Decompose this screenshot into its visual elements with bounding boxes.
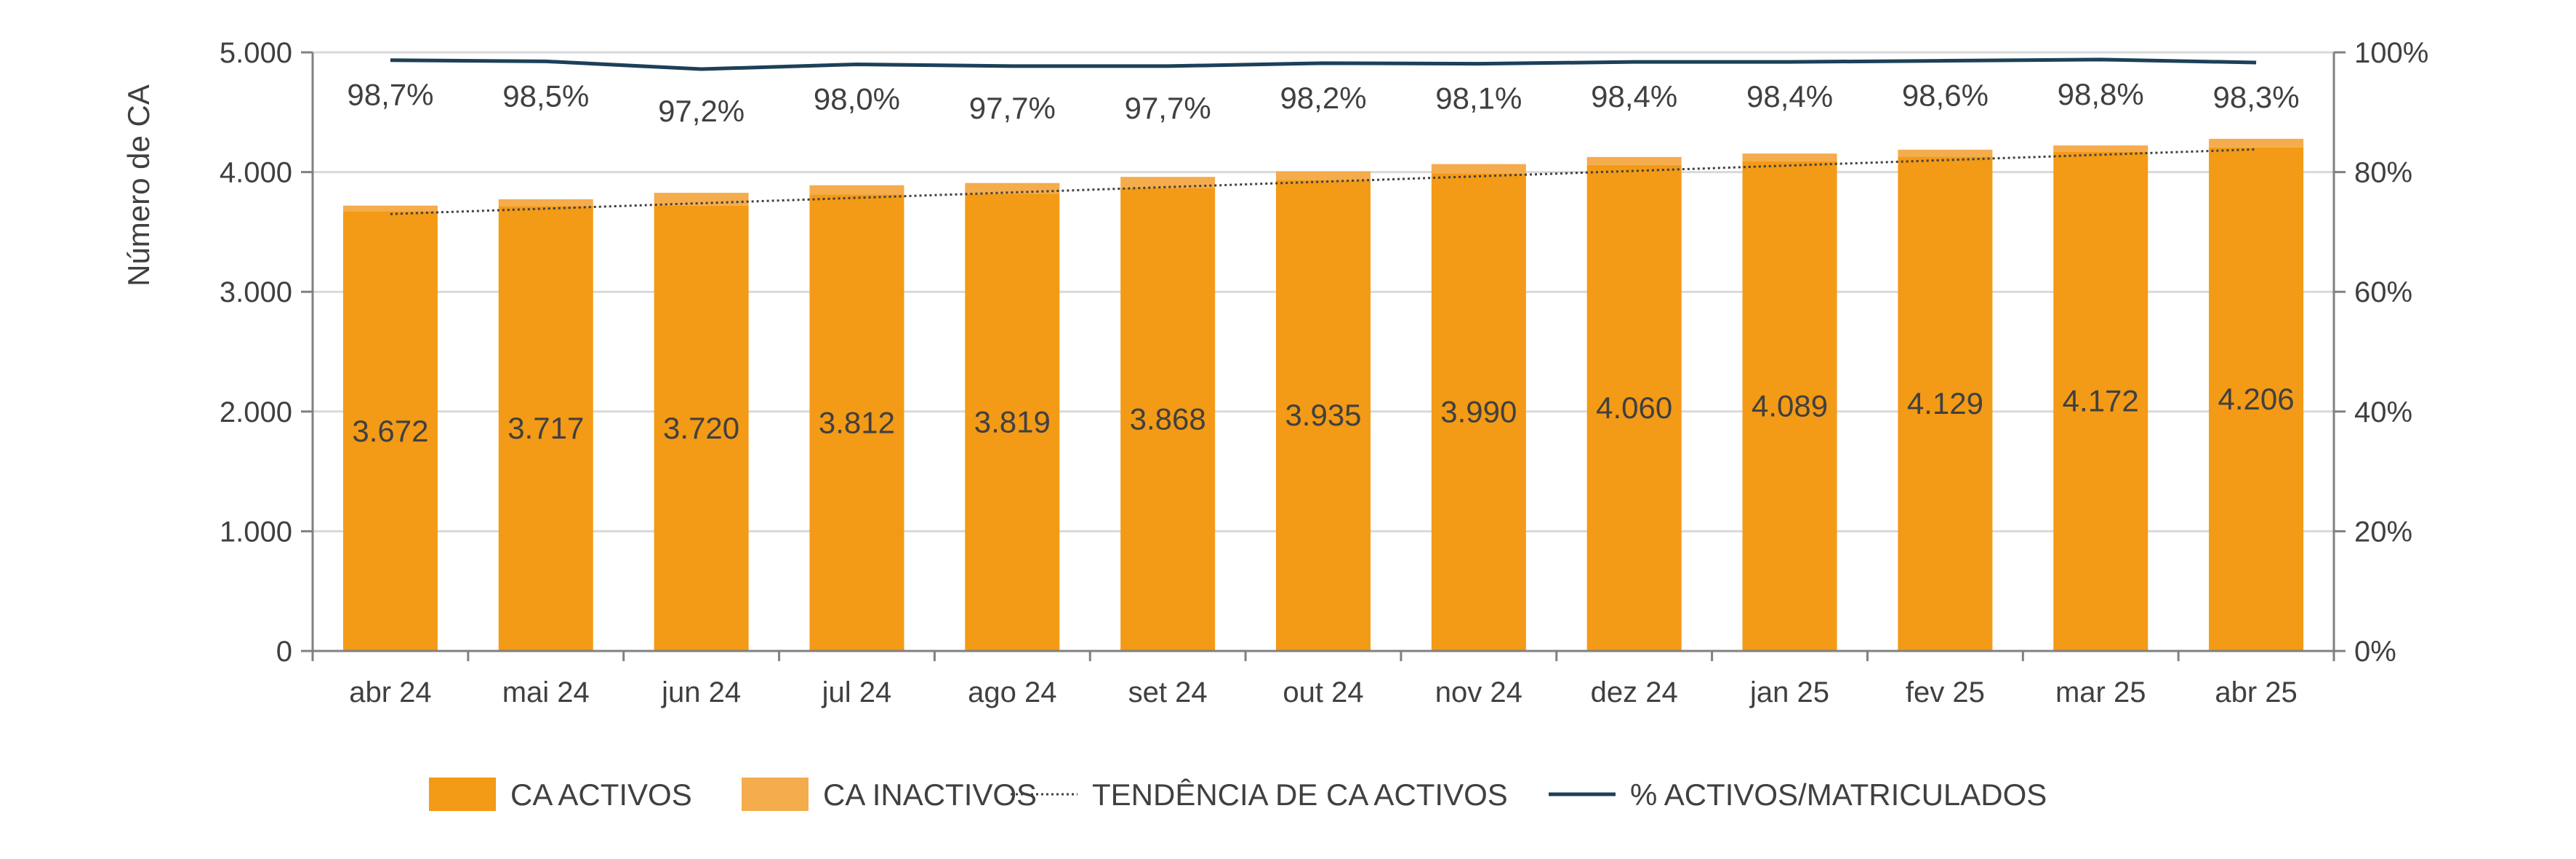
- legend-item-tendencia: TENDÊNCIA DE CA ACTIVOS: [1011, 778, 1508, 812]
- bar-value-label: 3.672: [352, 414, 428, 448]
- data-labels: 3.672 3.717 3.720 3.812 3.819 3.868 3.935 3.990…: [347, 77, 2299, 448]
- percent-value-label: 98,4%: [1591, 79, 1677, 113]
- bar-value-label: 4.129: [1907, 386, 1983, 420]
- bar-inactivos: [2053, 145, 2148, 152]
- y-tick-label: 3.000: [220, 276, 292, 308]
- y2-tick-label: 0%: [2354, 636, 2396, 668]
- y-axis-title: Número de CA: [121, 84, 156, 287]
- bar-activos: [1276, 180, 1371, 651]
- legend-item-activos: CA ACTIVOS: [429, 778, 692, 812]
- percent-value-label: 98,0%: [814, 81, 900, 116]
- bar-inactivos: [1586, 156, 1682, 165]
- bar-inactivos: [1276, 171, 1371, 180]
- legend-item-inactivos: CA INACTIVOS: [742, 778, 1037, 812]
- y2-tick-label: 100%: [2354, 37, 2428, 69]
- x-tick-label: nov 24: [1435, 676, 1522, 708]
- bar-activos: [1120, 188, 1216, 651]
- x-tick-label: fev 25: [1906, 676, 1985, 708]
- bar-series: [342, 138, 2304, 652]
- percent-value-label: 97,7%: [1125, 91, 1211, 125]
- y2-tick-label: 80%: [2354, 157, 2412, 189]
- bar-inactivos: [654, 193, 749, 206]
- bar-value-label: 4.172: [2063, 384, 2139, 418]
- x-tick-label: set 24: [1128, 676, 1208, 708]
- x-tick-label: ago 24: [968, 676, 1056, 708]
- legend-swatch: [742, 778, 808, 811]
- bar-value-label: 3.812: [819, 405, 895, 439]
- y2-tick-label: 60%: [2354, 276, 2412, 308]
- percent-value-label: 97,2%: [658, 94, 745, 128]
- x-tick-label: jun 24: [661, 676, 741, 708]
- x-tick-label: mai 24: [502, 676, 590, 708]
- bar-inactivos: [1742, 153, 1837, 161]
- bar-inactivos: [342, 205, 438, 212]
- bar-activos: [1586, 164, 1682, 651]
- percent-line: [390, 57, 2257, 71]
- bar-activos: [342, 211, 438, 651]
- bar-inactivos: [2209, 138, 2304, 148]
- legend-label: CA INACTIVOS: [823, 778, 1037, 812]
- x-tick-label: jul 24: [822, 676, 892, 708]
- percent-value-label: 98,4%: [1746, 79, 1833, 113]
- y2-tick-label: 20%: [2354, 516, 2412, 548]
- bar-activos: [1431, 173, 1526, 652]
- x-tick-label: abr 25: [2215, 676, 2297, 708]
- y-tick-label: 0: [276, 636, 292, 668]
- percent-value-label: 98,7%: [347, 78, 433, 112]
- legend-label: TENDÊNCIA DE CA ACTIVOS: [1092, 778, 1508, 812]
- bar-inactivos: [1431, 164, 1526, 174]
- percent-value-label: 98,6%: [1902, 79, 1989, 113]
- percent-line-series: [390, 57, 2257, 71]
- bar-inactivos: [1120, 177, 1216, 188]
- legend-swatch: [429, 778, 496, 811]
- bar-activos: [498, 206, 593, 652]
- x-tick-label: out 24: [1283, 676, 1363, 708]
- bar-activos: [654, 205, 749, 651]
- bar-value-label: 4.060: [1596, 391, 1672, 425]
- bar-value-label: 3.720: [663, 411, 739, 445]
- percent-value-label: 98,8%: [2058, 77, 2144, 111]
- legend: CA ACTIVOS CA INACTIVOS TENDÊNCIA DE CA AC…: [429, 778, 2047, 812]
- bar-value-label: 3.819: [974, 405, 1051, 439]
- legend-label: CA ACTIVOS: [510, 778, 692, 812]
- trendline: [390, 148, 2257, 215]
- bar-inactivos: [1898, 149, 1993, 157]
- bar-inactivos: [498, 199, 593, 207]
- bar-value-label: 3.868: [1130, 402, 1206, 436]
- legend-item-percent: % ACTIVOS/MATRICULADOS: [1549, 778, 2047, 812]
- bar-activos: [1742, 161, 1837, 651]
- bar-value-label: 4.089: [1752, 388, 1828, 423]
- bar-activos: [809, 194, 904, 651]
- bar-value-label: 3.717: [507, 411, 584, 445]
- percent-value-label: 98,2%: [1280, 81, 1366, 115]
- bar-value-label: 3.935: [1285, 398, 1361, 432]
- bar-activos: [965, 193, 1060, 652]
- x-tick-label: dez 24: [1591, 676, 1678, 708]
- bar-value-label: 3.990: [1440, 395, 1517, 429]
- bar-activos: [2209, 147, 2304, 652]
- y-tick-label: 1.000: [220, 516, 292, 548]
- bar-activos: [1898, 156, 1993, 652]
- percent-value-label: 98,5%: [502, 79, 589, 113]
- y-tick-label: 5.000: [220, 37, 292, 69]
- bar-inactivos: [809, 185, 904, 195]
- y-tick-label: 2.000: [220, 396, 292, 428]
- legend-label: % ACTIVOS/MATRICULADOS: [1630, 778, 2047, 812]
- axes: 0 1.000 2.000 3.000 4.000 5.000 0% 20% 40% 60% 80%…: [220, 37, 2428, 708]
- percent-value-label: 98,3%: [2213, 80, 2300, 114]
- percent-value-label: 97,7%: [969, 91, 1056, 125]
- y-tick-label: 4.000: [220, 157, 292, 189]
- x-tick-label: jan 25: [1749, 676, 1829, 708]
- bar-activos: [2053, 151, 2148, 651]
- bar-value-label: 4.206: [2218, 382, 2295, 416]
- trendline-series: [390, 148, 2257, 215]
- x-tick-label: abr 24: [349, 676, 431, 708]
- x-tick-label: mar 25: [2055, 676, 2146, 708]
- percent-value-label: 98,1%: [1435, 81, 1522, 116]
- y2-tick-label: 40%: [2354, 396, 2412, 428]
- bar-inactivos: [965, 183, 1060, 194]
